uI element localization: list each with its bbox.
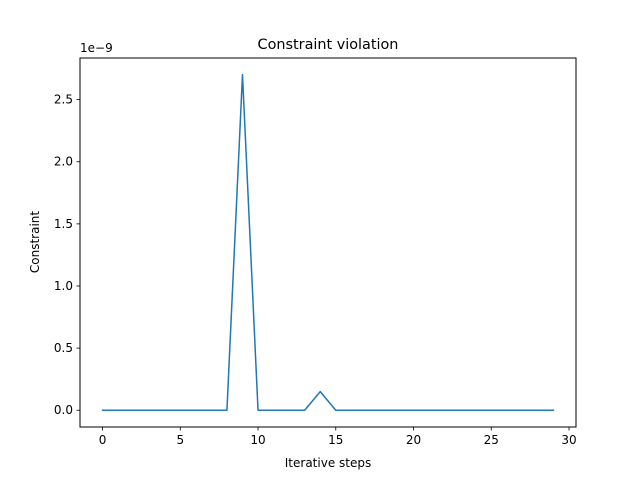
x-axis-label: Iterative steps bbox=[285, 456, 371, 470]
y-axis-offset-label: 1e−9 bbox=[80, 41, 113, 55]
x-tick-label: 5 bbox=[176, 433, 184, 447]
x-tick-label: 10 bbox=[250, 433, 265, 447]
x-tick-label: 15 bbox=[328, 433, 343, 447]
x-tick-label: 0 bbox=[99, 433, 107, 447]
y-axis: 0.0 0.5 1.0 1.5 2.0 2.5 bbox=[54, 93, 80, 417]
y-tick-label: 0.5 bbox=[54, 341, 73, 355]
series-line-0 bbox=[101, 74, 555, 411]
y-tick-label: 1.0 bbox=[54, 279, 73, 293]
plot-frame bbox=[79, 57, 577, 428]
plot-area bbox=[101, 74, 555, 411]
x-axis: 0 5 10 15 20 25 30 bbox=[99, 427, 577, 447]
y-tick-label: 2.0 bbox=[54, 155, 73, 169]
x-tick-label: 30 bbox=[561, 433, 576, 447]
y-tick-label: 0.0 bbox=[54, 403, 73, 417]
y-tick-label: 1.5 bbox=[54, 217, 73, 231]
y-axis-label: Constraint bbox=[28, 211, 42, 274]
chart-title: Constraint violation bbox=[258, 37, 399, 53]
x-tick-label: 25 bbox=[484, 433, 499, 447]
y-tick-label: 2.5 bbox=[54, 93, 73, 107]
x-tick-label: 20 bbox=[406, 433, 421, 447]
